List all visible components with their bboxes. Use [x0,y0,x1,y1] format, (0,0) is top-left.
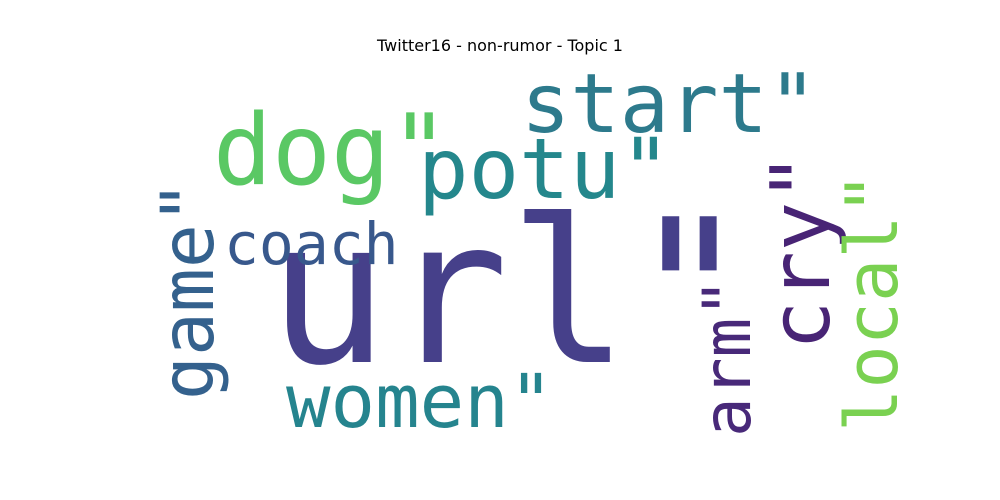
word-coach: coach [224,210,399,278]
word-game: game" [146,180,231,400]
word-arm: arm" [689,278,766,437]
chart-title: Twitter16 - non-rumor - Topic 1 [377,36,623,55]
word-dog: dog" [213,94,449,208]
word-url: url" [268,177,750,410]
words-layer: url" start" dog"potu" game"coach women" arm"c… [146,57,914,445]
word-cry: cry" [754,153,849,350]
word-potu: potu" [418,120,671,218]
word-start: start" [521,57,817,152]
word-women: women" [286,359,553,445]
word-local: local" [830,172,914,432]
